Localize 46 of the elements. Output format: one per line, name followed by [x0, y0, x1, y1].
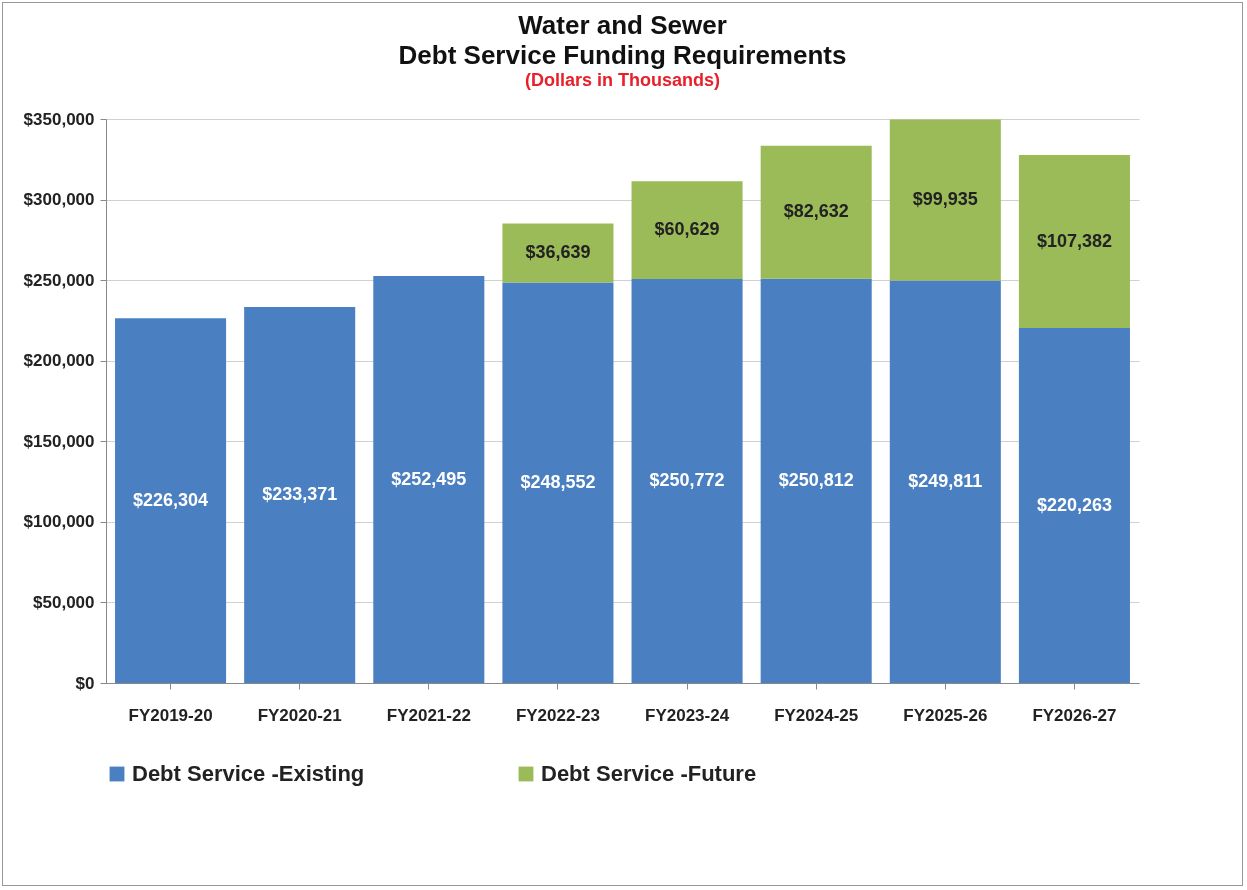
data-label: $60,629 [654, 219, 720, 240]
data-label: $99,935 [912, 188, 978, 209]
bar [115, 318, 227, 683]
y-tick-label: $100,000 [23, 512, 95, 532]
bar [1018, 328, 1130, 683]
x-tick-label: FY2022-23 [515, 705, 600, 725]
chart-title: Water and Sewer Debt Service Funding Requirements [398, 10, 847, 70]
bar [760, 145, 872, 279]
data-label: $252,495 [391, 468, 467, 489]
data-label: $226,304 [133, 489, 209, 510]
y-tick-label: $0 [75, 673, 95, 693]
bar [631, 181, 743, 279]
legend-label: Debt Service -Future [541, 761, 757, 786]
y-tick-label: $250,000 [23, 270, 95, 290]
bar [1018, 155, 1130, 329]
y-tick-label: $200,000 [23, 351, 95, 371]
bar [244, 306, 356, 683]
x-tick-label: FY2023-24 [645, 705, 730, 725]
x-tick-label: FY2019-20 [128, 705, 213, 725]
data-label: $107,382 [1036, 230, 1112, 251]
legend-label: Debt Service -Existing [132, 761, 365, 786]
data-label: $220,263 [1036, 494, 1112, 515]
data-label: $248,552 [520, 471, 596, 492]
y-tick-label: $300,000 [23, 190, 95, 210]
x-tick-label: FY2024-25 [774, 705, 859, 725]
bar [631, 278, 743, 683]
bar [889, 119, 1001, 281]
data-label: $36,639 [525, 241, 591, 262]
data-label: $82,632 [783, 201, 849, 222]
bar [760, 278, 872, 683]
data-label: $250,772 [649, 469, 725, 490]
y-tick-label: $50,000 [33, 592, 95, 612]
y-tick-label: $150,000 [23, 431, 95, 451]
x-tick-label: FY2025-26 [903, 705, 988, 725]
bar [373, 276, 485, 683]
bar [502, 282, 614, 683]
bar [889, 280, 1001, 683]
chart-subtitle: (Dollars in Thousands) [524, 70, 721, 90]
x-tick-label: FY2020-21 [257, 705, 342, 725]
y-tick-label: $350,000 [23, 109, 95, 129]
data-label: $250,812 [778, 469, 854, 490]
bar [502, 223, 614, 283]
x-tick-label: FY2026-27 [1032, 705, 1117, 725]
data-label: $249,811 [908, 470, 983, 491]
x-tick-label: FY2021-22 [386, 705, 471, 725]
data-label: $233,371 [262, 483, 338, 504]
